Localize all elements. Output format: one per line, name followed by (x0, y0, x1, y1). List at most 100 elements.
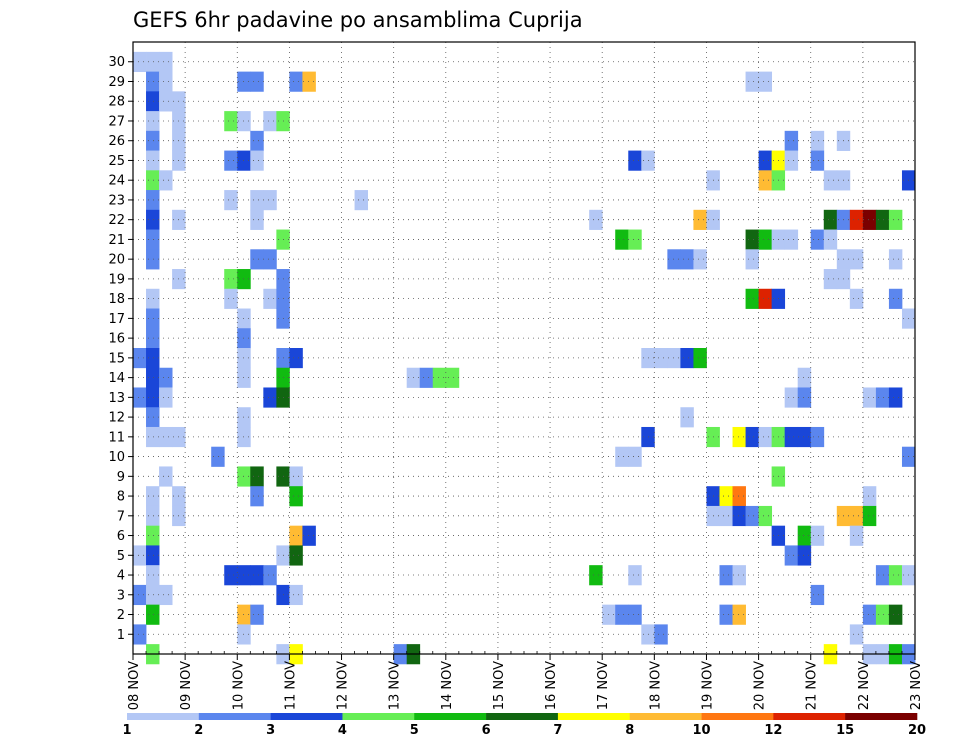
heatmap-cell (263, 249, 277, 270)
heatmap-cell (745, 426, 759, 448)
heatmap-cell (224, 111, 238, 132)
heatmap-cell (693, 209, 707, 230)
colorbar-label: 5 (410, 723, 419, 738)
y-tick-label: 30 (108, 55, 125, 70)
heatmap-cell (250, 190, 264, 211)
heatmap-cell (810, 130, 825, 151)
heatmap-cell (133, 348, 147, 369)
heatmap-cell (784, 229, 799, 250)
colorbar-swatch (270, 713, 343, 720)
heatmap-cell (159, 387, 173, 408)
heatmap-cell (732, 604, 746, 625)
heatmap-cell (888, 565, 903, 586)
heatmap-cell (211, 446, 225, 467)
heatmap-cell (784, 426, 799, 448)
heatmap-cell (758, 229, 773, 250)
colorbar-swatch (342, 713, 415, 720)
heatmap-cell (146, 288, 160, 309)
x-tick-label: 23 NOV (909, 661, 924, 710)
y-tick-label: 1 (117, 628, 125, 643)
heatmap-cell (745, 229, 759, 250)
heatmap-cell (419, 367, 434, 388)
heatmap-cell (133, 545, 147, 566)
heatmap-cell (224, 565, 238, 586)
heatmap-cell (159, 170, 173, 191)
heatmap-cell (263, 565, 277, 586)
x-tick-label: 13 NOV (388, 661, 403, 710)
heatmap-cell (758, 426, 773, 448)
colorbar-swatch (557, 713, 631, 720)
y-tick-label: 27 (108, 114, 125, 129)
heatmap-cell (133, 51, 147, 73)
heatmap-cell (289, 584, 303, 606)
y-tick-label: 21 (108, 233, 125, 248)
heatmap-cell (628, 604, 642, 625)
heatmap-cell (810, 426, 825, 448)
heatmap-cell (745, 505, 759, 527)
heatmap-cell (693, 348, 707, 369)
colorbar-label: 1 (122, 723, 131, 738)
x-tick-label: 12 NOV (336, 661, 351, 710)
y-tick-label: 29 (108, 75, 125, 90)
x-tick-label: 22 NOV (857, 661, 872, 710)
y-tick-label: 20 (108, 253, 125, 268)
heatmap-cell (146, 348, 160, 369)
heatmap-cell (146, 130, 160, 151)
heatmap-cell (888, 249, 903, 270)
heatmap-cell (862, 387, 877, 408)
heatmap-cell (250, 71, 264, 92)
heatmap-cell (732, 426, 746, 448)
heatmap-cell (159, 466, 173, 487)
x-tick-label: 11 NOV (283, 661, 298, 710)
heatmap-cell (146, 505, 160, 527)
colorbar-label: 4 (338, 723, 347, 738)
heatmap-cell (797, 545, 812, 566)
y-tick-label: 24 (108, 174, 125, 189)
heatmap-cell (289, 348, 303, 369)
heatmap-cell (133, 624, 147, 645)
heatmap-cell (719, 486, 733, 507)
y-axis-ticks: 1234567891011121314151617181920212223242… (108, 55, 133, 643)
heatmap-cell (146, 71, 160, 92)
heatmap-cell (849, 624, 864, 645)
colorbar-swatch (414, 713, 487, 720)
colorbar-label: 15 (836, 723, 854, 738)
heatmap-cell (289, 486, 303, 507)
heatmap-cell (628, 229, 642, 250)
heatmap-cell (146, 565, 160, 586)
y-tick-label: 11 (108, 430, 125, 445)
heatmap-cell (810, 150, 825, 171)
heatmap-cell (250, 209, 264, 230)
heatmap-cell (133, 584, 147, 606)
colorbar-label: 8 (625, 723, 634, 738)
colorbar-label: 12 (764, 723, 782, 738)
heatmap-cell (758, 150, 773, 171)
heatmap-cell (667, 249, 681, 270)
colorbar-swatch (773, 713, 846, 720)
heatmap-cells (133, 51, 916, 665)
heatmap-cell (146, 308, 160, 329)
y-tick-label: 5 (117, 549, 125, 564)
x-axis-ticks: 08 NOV 09 NOV 10 NOV 11 NOV 12 NOV 13 NOV 14 N… (127, 654, 924, 710)
heatmap-cell (823, 209, 838, 230)
y-tick-label: 18 (108, 292, 125, 307)
heatmap-cell (862, 505, 877, 527)
heatmap-cell (758, 71, 773, 92)
x-tick-label: 20 NOV (753, 661, 768, 710)
heatmap-cell (250, 604, 264, 625)
heatmap-cell (354, 190, 368, 211)
y-tick-label: 8 (117, 490, 125, 505)
y-tick-label: 22 (108, 213, 125, 228)
heatmap-cell (849, 525, 864, 546)
y-tick-label: 25 (108, 154, 125, 169)
heatmap-cell (250, 486, 264, 507)
heatmap-cell (797, 367, 812, 388)
heatmap-cell (784, 545, 799, 566)
heatmap-cell (797, 387, 812, 408)
heatmap-cell (784, 150, 799, 171)
heatmap-cell (289, 466, 303, 487)
heatmap-cell (263, 387, 277, 408)
heatmap-cell (732, 505, 746, 527)
heatmap-cell (862, 604, 877, 625)
heatmap-cell (719, 565, 733, 586)
